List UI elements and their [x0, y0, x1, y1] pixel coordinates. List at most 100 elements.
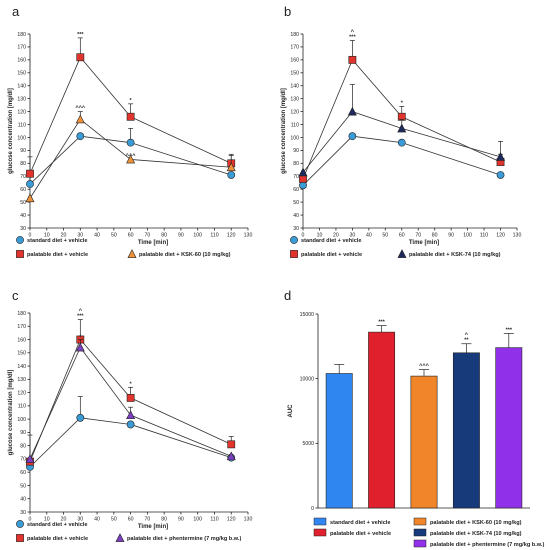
- x-tick-label: 80: [432, 233, 438, 239]
- data-point: [397, 138, 406, 147]
- x-tick-label: 10: [317, 233, 323, 239]
- series-1: ***^ *: [299, 29, 505, 183]
- significance-label-0: *: [130, 98, 133, 104]
- data-point: [76, 132, 85, 141]
- x-tick-label: 60: [128, 233, 134, 239]
- y-tick-label: 40: [20, 497, 26, 503]
- data-point: [25, 193, 35, 203]
- significance-label-0: +: [79, 334, 82, 340]
- x-tick-label: 110: [210, 517, 218, 523]
- legend-label: palatable diet + KSK-60 (10 mg/kg): [430, 520, 522, 526]
- y-tick-label: 110: [291, 122, 299, 128]
- axes: 3040506070809010011012013014015016017018…: [281, 32, 521, 246]
- y-tick-label: 110: [18, 404, 26, 410]
- y-tick-label: 140: [17, 364, 26, 370]
- data-point: [126, 420, 135, 429]
- y-tick-label: 80: [293, 161, 299, 167]
- series-line: [302, 135, 501, 186]
- y-tick-label: 70: [293, 174, 299, 180]
- y-tick-label: 60: [293, 187, 299, 193]
- data-point: [75, 114, 85, 124]
- legend-label: standard diet + vehicle: [330, 520, 390, 526]
- legend-label: palatable diet + KSK-74 (10 mg/kg): [430, 531, 522, 537]
- y-tick-label: 170: [17, 45, 26, 51]
- panel-a-chart: 3040506070809010011012013014015016017018…: [8, 32, 252, 258]
- x-tick-label: 110: [210, 233, 218, 239]
- series-2: +: [25, 334, 236, 463]
- y-tick-label: 160: [17, 337, 26, 343]
- y-tick-label: 100: [17, 135, 26, 141]
- significance-label-0: *: [401, 100, 404, 106]
- legend-swatch: [313, 517, 327, 526]
- y-tick-label: 160: [17, 58, 26, 64]
- y-tick-label: 50: [20, 200, 26, 206]
- y-tick-label: 150: [17, 351, 26, 357]
- legend-label: palatable diet + vehicle: [27, 252, 88, 258]
- x-tick-label: 20: [61, 233, 67, 239]
- panel-letter-c: c: [12, 288, 19, 303]
- y-tick-label: 150: [17, 71, 26, 77]
- x-tick-label: 50: [111, 517, 117, 523]
- data-point: [126, 410, 136, 420]
- y-tick-label: 130: [17, 96, 26, 102]
- data-point: [126, 394, 135, 402]
- x-tick-label: 90: [448, 233, 454, 239]
- x-tick-label: 40: [94, 517, 100, 523]
- y-tick-label: 140: [17, 84, 26, 90]
- bar: [368, 331, 396, 509]
- legend-swatch: [413, 528, 427, 537]
- significance-label-0: ***: [77, 32, 84, 38]
- x-tick-label: 30: [77, 233, 83, 239]
- y-tick-label: 40: [293, 213, 299, 219]
- y-tick-label: 30: [20, 226, 26, 232]
- axes: 0 5000 10000 15000 AUC: [288, 312, 530, 512]
- series-1: ***^ *: [26, 309, 236, 466]
- y-tick-label: 40: [20, 213, 26, 219]
- x-tick-label: 30: [349, 233, 355, 239]
- x-tick-label: 90: [178, 517, 184, 523]
- legend-label: palatable diet + phentermine (7 mg/kg b.…: [127, 536, 241, 542]
- legend: standard diet + vehicle palatable diet + …: [16, 236, 231, 258]
- series-0: [299, 132, 505, 190]
- series-line: [29, 346, 232, 460]
- data-point: [397, 123, 407, 133]
- panel-c-chart: 3040506070809010011012013014015016017018…: [8, 309, 252, 542]
- x-tick-label: 40: [94, 233, 100, 239]
- x-tick-label: 20: [333, 233, 339, 239]
- significance-label-0: ^^^: [419, 364, 429, 370]
- significance-label-0: *: [130, 381, 133, 387]
- x-tick-label: 10: [44, 233, 50, 239]
- y-tick-label: 150: [290, 71, 299, 77]
- x-tick-label: 90: [178, 233, 184, 239]
- legend-label: palatable diet + KSK-60 (10 mg/kg): [139, 252, 231, 258]
- y-tick-label: 50: [293, 200, 299, 206]
- y-axis-title: glucose concentration [mg/dl]: [8, 370, 14, 456]
- panel-letter-b: b: [284, 4, 291, 19]
- x-tick-label: 110: [480, 233, 488, 239]
- significance-label-0: ^^^: [75, 106, 85, 112]
- significance-label-1: ***: [77, 314, 84, 320]
- significance-label-0: ^: [465, 333, 469, 339]
- series-line: [302, 111, 501, 173]
- data-point: [75, 342, 85, 352]
- data-point: [348, 55, 357, 64]
- data-point: [126, 138, 135, 147]
- axes: 3040506070809010011012013014015016017018…: [8, 311, 252, 530]
- y-tick-label: 0: [311, 506, 314, 512]
- legend-label: standard diet + vehicle: [27, 238, 87, 244]
- x-axis-title: Time [min]: [138, 524, 168, 530]
- x-tick-label: 70: [144, 517, 150, 523]
- data-point: [126, 112, 135, 121]
- series-2: ^^^ ^^^: [25, 106, 236, 203]
- legend-marker: [16, 250, 24, 258]
- x-tick-label: 100: [193, 517, 202, 523]
- legend-marker: [16, 534, 24, 542]
- series-line: [29, 118, 232, 199]
- significance-label-0: ***: [378, 320, 385, 326]
- y-axis-title: glucose concentration [mg/dl]: [8, 88, 14, 174]
- data-point: [298, 167, 308, 177]
- y-tick-label: 120: [17, 390, 26, 396]
- y-tick-label: 70: [20, 457, 26, 463]
- y-tick-label: 100: [290, 135, 299, 141]
- y-tick-label: 30: [20, 510, 26, 516]
